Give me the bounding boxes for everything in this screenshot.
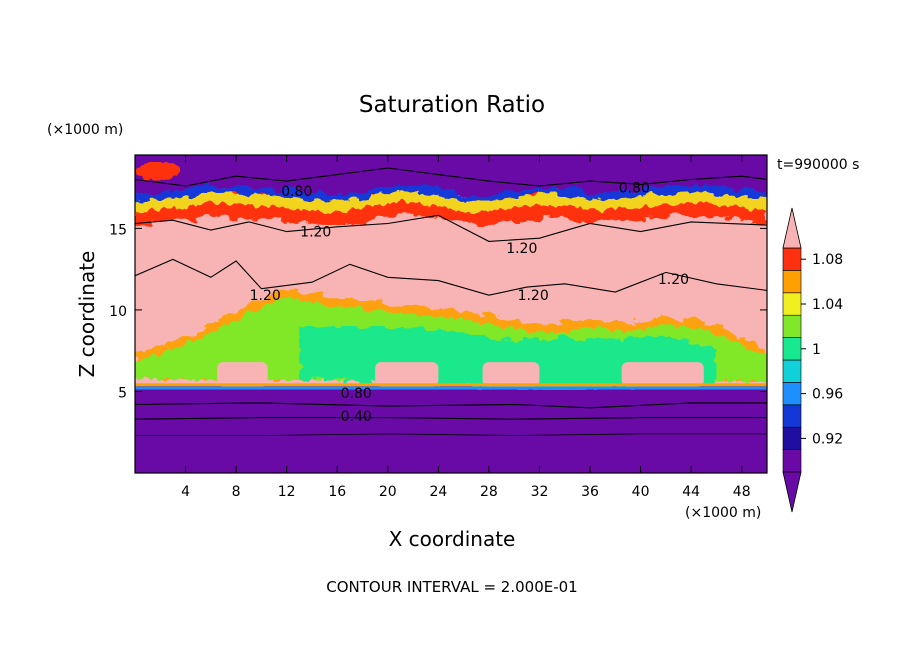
contour-label-8: 0.80	[341, 386, 372, 402]
contour-label-1: 0.80	[281, 184, 312, 200]
x-tick-label: 12	[278, 484, 296, 500]
contour-interval-note: CONTOUR INTERVAL = 2.000E-01	[326, 578, 577, 596]
x-tick-label: 36	[581, 484, 599, 500]
y-tick-label: 15	[109, 222, 127, 238]
colorbar-segment	[782, 404, 802, 428]
x-tick-label: 8	[232, 484, 241, 500]
colorbar-bottom-triangle	[782, 471, 802, 513]
chart-title: Saturation Ratio	[359, 92, 545, 118]
colorbar-segment	[782, 270, 802, 294]
colorbar-tick-label: 1.08	[812, 252, 843, 268]
contour-040-lower	[135, 417, 767, 420]
contour-120-upper	[135, 214, 767, 242]
contour-label-7: 1.20	[658, 272, 689, 288]
field-layer	[135, 162, 767, 473]
colorbar-segment	[782, 292, 802, 316]
colorbar-segment	[782, 449, 802, 473]
time-label: t=990000 s	[777, 157, 859, 173]
x-tick-label: 4	[181, 484, 190, 500]
colorbar-top-triangle	[782, 207, 802, 249]
contour-lines	[135, 167, 767, 436]
upper-transition-yellow	[135, 187, 767, 214]
contour-120-lower	[135, 258, 767, 296]
top-left-blob	[135, 162, 180, 181]
colorbar-segment	[782, 382, 802, 406]
plot-frame	[134, 154, 768, 474]
y-axis-label: Z coordinate	[75, 251, 99, 378]
colorbar-tick-label: 0.92	[812, 431, 843, 447]
base-cap-4	[621, 362, 704, 387]
contour-080-upper	[135, 167, 767, 187]
x-tick-label: 32	[531, 484, 549, 500]
x-tick-label: 24	[429, 484, 447, 500]
y-axis-ticks: 5 10 15	[109, 222, 767, 401]
colorbar-segment	[782, 426, 802, 450]
contour-labels: 0.80 0.80 1.20 1.20 1.20 1.20 1.20 0.80 0.40	[250, 181, 689, 425]
y-tick-label: 5	[118, 385, 127, 401]
plot-area	[135, 155, 767, 473]
colorbar-segment	[782, 314, 802, 338]
x-unit-label: (×1000 m)	[685, 505, 761, 521]
base-line-blue	[135, 386, 767, 390]
colorbar-segment	[782, 247, 802, 271]
base-cap-2	[375, 362, 439, 387]
colorbar: 0.92 0.96 1 1.04 1.08	[782, 207, 843, 513]
base-cap-1	[217, 362, 268, 387]
contour-label-5: 1.20	[250, 288, 281, 304]
contour-label-2: 0.80	[619, 181, 650, 197]
lower-dry-layer	[135, 389, 767, 473]
x-tick-label: 20	[379, 484, 397, 500]
contour-label-9: 0.40	[341, 409, 372, 425]
x-tick-label: 28	[480, 484, 498, 500]
base-line-orange	[135, 383, 767, 387]
upper-transition-blue	[135, 182, 767, 204]
colorbar-tick-label: 0.96	[812, 387, 843, 403]
colorbar-segment	[782, 337, 802, 361]
x-axis-ticks: 4 8 12 16 20 24 28 32 36 40 44 48	[181, 155, 751, 500]
x-axis-label: X coordinate	[389, 527, 516, 551]
contour-label-3: 1.20	[300, 225, 331, 241]
x-tick-label: 16	[328, 484, 346, 500]
contour-label-6: 1.20	[518, 288, 549, 304]
base-cap-3	[482, 362, 540, 387]
contour-080-lower	[135, 402, 767, 409]
x-tick-label: 40	[632, 484, 650, 500]
x-tick-label: 48	[733, 484, 751, 500]
y-tick-label: 10	[109, 304, 127, 320]
colorbar-tick-label: 1.04	[812, 297, 843, 313]
colorbar-segment	[782, 359, 802, 383]
contour-lower-base	[135, 433, 767, 436]
contour-label-4: 1.20	[506, 241, 537, 257]
colorbar-tick-label: 1	[812, 342, 821, 358]
y-unit-label: (×1000 m)	[47, 122, 123, 138]
x-tick-label: 44	[682, 484, 700, 500]
